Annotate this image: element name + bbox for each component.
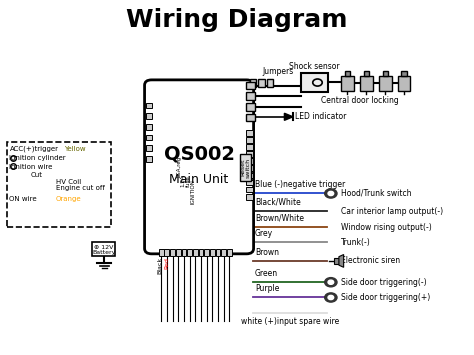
Bar: [341, 76, 354, 91]
Bar: [379, 76, 392, 91]
Bar: [182, 248, 186, 256]
Text: Car interior lamp output(-): Car interior lamp output(-): [341, 207, 443, 216]
Bar: [221, 248, 226, 256]
Bar: [250, 79, 256, 87]
Bar: [246, 180, 253, 185]
Bar: [246, 137, 253, 143]
Text: Brown/White: Brown/White: [255, 214, 304, 223]
Bar: [334, 258, 339, 264]
Text: white (+)input spare wire: white (+)input spare wire: [241, 317, 339, 326]
Text: Grey: Grey: [255, 229, 273, 238]
Text: Engine cut off: Engine cut off: [56, 185, 105, 191]
Text: Main Unit: Main Unit: [170, 173, 228, 186]
Text: Yellow: Yellow: [64, 146, 86, 152]
Text: Central door locking: Central door locking: [321, 96, 399, 105]
Text: Ignition cylinder: Ignition cylinder: [9, 155, 66, 161]
Text: Trunk(-): Trunk(-): [341, 237, 371, 247]
Bar: [383, 71, 388, 76]
Bar: [246, 158, 253, 164]
Text: Blue (-)negative trigger: Blue (-)negative trigger: [255, 180, 345, 189]
Bar: [227, 248, 232, 256]
Text: Side door triggering(+): Side door triggering(+): [341, 293, 430, 302]
Bar: [159, 248, 164, 256]
Circle shape: [328, 295, 334, 300]
Bar: [210, 248, 215, 256]
Bar: [301, 73, 328, 92]
Polygon shape: [284, 113, 293, 120]
Polygon shape: [339, 255, 344, 267]
Bar: [176, 248, 181, 256]
Text: Battery: Battery: [92, 250, 116, 255]
Bar: [187, 248, 192, 256]
Bar: [7, 142, 111, 227]
Text: 1.5A
fuse: 1.5A fuse: [181, 175, 191, 187]
Bar: [164, 248, 169, 256]
Text: Reset
switch: Reset switch: [240, 158, 251, 178]
Text: LED indicator: LED indicator: [295, 112, 346, 121]
Text: Purple: Purple: [255, 284, 279, 293]
Bar: [246, 194, 253, 200]
Text: Brown: Brown: [255, 248, 279, 257]
Text: Electronic siren: Electronic siren: [341, 256, 401, 266]
Text: Side door triggering(-): Side door triggering(-): [341, 278, 427, 287]
Bar: [146, 156, 152, 162]
Bar: [246, 165, 253, 171]
Bar: [246, 144, 253, 150]
Circle shape: [325, 278, 337, 287]
Bar: [204, 248, 209, 256]
Bar: [193, 248, 198, 256]
Bar: [398, 76, 410, 91]
Bar: [146, 103, 152, 108]
Bar: [146, 124, 152, 130]
Bar: [199, 248, 203, 256]
Text: Ignition wire: Ignition wire: [9, 164, 53, 170]
Bar: [267, 79, 273, 87]
Text: IGNITION: IGNITION: [191, 179, 196, 204]
Bar: [170, 248, 175, 256]
FancyBboxPatch shape: [145, 80, 254, 254]
Text: Orange: Orange: [56, 196, 82, 202]
Text: QS002: QS002: [164, 144, 235, 163]
Bar: [345, 71, 350, 76]
Bar: [246, 130, 253, 136]
Bar: [258, 79, 265, 87]
Bar: [364, 71, 369, 76]
Bar: [401, 71, 407, 76]
Bar: [246, 82, 255, 89]
Bar: [246, 114, 255, 121]
Circle shape: [328, 280, 334, 284]
Bar: [246, 103, 255, 111]
Text: ACC(+)trigger: ACC(+)trigger: [9, 146, 58, 152]
Circle shape: [325, 189, 337, 198]
Text: Red: Red: [164, 257, 169, 269]
Text: Wiring Diagram: Wiring Diagram: [126, 7, 348, 32]
Bar: [246, 173, 253, 178]
Text: ON wire: ON wire: [9, 196, 37, 202]
Text: Hood/Trunk switch: Hood/Trunk switch: [341, 189, 412, 198]
Text: Black: Black: [158, 257, 163, 274]
Text: Window rising output(-): Window rising output(-): [341, 223, 432, 232]
Bar: [240, 154, 251, 181]
Bar: [360, 76, 373, 91]
Text: 1GA,reg: 1GA,reg: [177, 156, 182, 178]
Text: Cut: Cut: [31, 173, 43, 178]
Bar: [246, 92, 255, 100]
Bar: [146, 145, 152, 151]
Bar: [246, 187, 253, 192]
Text: Green: Green: [255, 269, 278, 278]
Bar: [146, 135, 152, 140]
Text: HV Coil: HV Coil: [56, 179, 81, 185]
Bar: [246, 151, 253, 157]
Bar: [146, 113, 152, 119]
Text: Shock sensor: Shock sensor: [290, 62, 340, 71]
Text: ⊕ 12V: ⊕ 12V: [94, 245, 113, 250]
Circle shape: [328, 191, 334, 196]
Circle shape: [325, 293, 337, 302]
Text: Black/White: Black/White: [255, 198, 301, 207]
Bar: [216, 248, 220, 256]
Text: Jumpers: Jumpers: [263, 67, 294, 76]
Bar: [92, 242, 115, 256]
